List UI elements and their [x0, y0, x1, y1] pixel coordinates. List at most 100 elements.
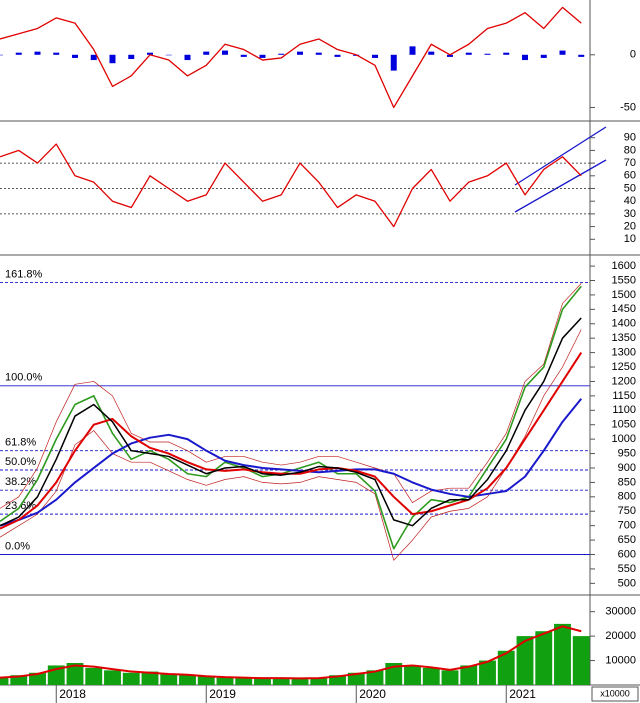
y-tick-label: 90	[624, 132, 636, 144]
y-tick-label: 1150	[612, 390, 636, 402]
bar	[222, 50, 228, 55]
y-tick-label: 550	[618, 563, 636, 575]
bar	[235, 677, 253, 685]
y-tick-label: 950	[618, 447, 636, 459]
bar	[90, 54, 97, 61]
bar	[404, 665, 421, 685]
bar	[422, 667, 440, 685]
x-tick-label: 2020	[359, 687, 386, 701]
y-tick-label: 650	[618, 534, 636, 546]
bar	[540, 54, 547, 58]
bar	[278, 53, 285, 55]
bar	[503, 52, 510, 55]
bar	[535, 631, 553, 685]
y-tick-label: 1450	[612, 303, 636, 315]
bar	[160, 674, 178, 685]
y-tick-label: -50	[620, 101, 636, 113]
y-tick-label: 1400	[612, 318, 636, 330]
bar	[297, 51, 303, 55]
y-tick-label: 40	[624, 195, 636, 207]
y-tick-label: 900	[618, 462, 636, 474]
y-tick-label: 600	[618, 548, 636, 560]
fib-label: 50.0%	[5, 456, 36, 468]
bar	[216, 677, 234, 685]
fib-label: 0.0%	[5, 540, 30, 552]
fib-label: 100.0%	[5, 372, 43, 384]
y-tick-label: 1300	[612, 347, 636, 359]
bar	[428, 51, 435, 55]
bar	[141, 671, 159, 685]
y-tick-label: 750	[618, 505, 636, 517]
bar	[147, 52, 153, 55]
y-tick-label: 30	[624, 208, 636, 220]
y-tick-label: 700	[618, 520, 636, 532]
fib-label: 61.8%	[5, 437, 36, 449]
bar	[578, 54, 585, 57]
y-tick-label: 850	[618, 476, 636, 488]
bar	[104, 670, 121, 685]
bar	[0, 54, 3, 56]
bar	[109, 54, 116, 64]
bar	[390, 54, 397, 71]
bar	[334, 54, 341, 57]
trend-channel-line	[514, 159, 607, 213]
series-line	[0, 283, 582, 509]
bar	[460, 665, 478, 685]
bar	[291, 678, 309, 685]
bar	[372, 54, 378, 58]
y-tick-label: 70	[624, 157, 636, 169]
bar	[554, 623, 571, 685]
unit-box	[591, 686, 639, 702]
bar	[522, 54, 528, 61]
bar	[347, 672, 365, 685]
y-tick-label: 1550	[612, 274, 636, 286]
y-tick-label: 60	[624, 170, 636, 182]
bar	[329, 675, 346, 685]
series-line	[0, 143, 582, 228]
bar	[559, 50, 566, 55]
y-tick-label: 20000	[605, 630, 636, 642]
y-tick-label: 30000	[605, 606, 636, 618]
series-line	[0, 398, 583, 527]
bar	[179, 675, 196, 685]
x-tick-label: 2018	[59, 687, 86, 701]
bar	[484, 53, 491, 55]
bar	[259, 54, 266, 58]
x-tick-label: 2021	[509, 687, 536, 701]
fib-label: 161.8%	[5, 268, 43, 280]
bar	[66, 663, 84, 685]
bar	[572, 636, 590, 685]
bar	[0, 677, 9, 685]
bar	[479, 660, 496, 685]
y-tick-label: 1600	[612, 260, 636, 272]
y-tick-label: 1200	[612, 375, 636, 387]
bar	[203, 51, 210, 55]
bar	[165, 54, 172, 56]
bar	[15, 52, 22, 55]
bar	[315, 52, 322, 55]
bar	[240, 54, 247, 57]
bar	[72, 54, 78, 58]
y-tick-label: 1500	[612, 289, 636, 301]
y-tick-label: 1000	[612, 433, 636, 445]
series-line	[0, 317, 582, 527]
bar	[197, 676, 215, 685]
bar	[272, 677, 290, 685]
y-tick-label: 1050	[612, 419, 636, 431]
bar	[85, 667, 103, 685]
y-tick-label: 10	[624, 233, 636, 245]
bar	[465, 52, 472, 55]
y-tick-label: 1350	[612, 332, 636, 344]
bar	[409, 46, 416, 55]
bar	[497, 650, 515, 685]
bar	[10, 675, 28, 685]
series-line	[0, 329, 582, 561]
bar	[29, 672, 46, 685]
series-line	[0, 6, 582, 109]
fib-label: 38.2%	[5, 476, 36, 488]
bar	[310, 677, 328, 685]
bar	[366, 670, 384, 685]
unit-label: x10000	[600, 688, 630, 698]
bar	[128, 54, 135, 59]
